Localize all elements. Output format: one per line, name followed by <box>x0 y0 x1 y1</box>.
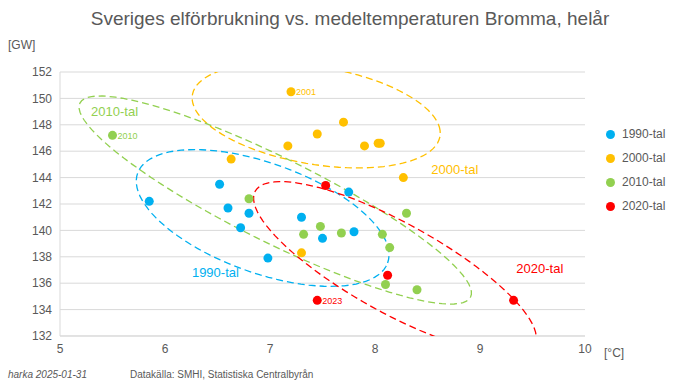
svg-text:134: 134 <box>32 303 52 317</box>
svg-text:2000-tal: 2000-tal <box>431 162 478 177</box>
html-text:2010-tal: 2010-tal <box>622 175 666 189</box>
html-text:harka 2025-01-31: harka 2025-01-31 <box>8 369 87 380</box>
svg-text:8: 8 <box>372 342 379 356</box>
html-text:1990-tal: 1990-tal <box>622 127 666 141</box>
svg-text:5: 5 <box>57 342 64 356</box>
svg-text:7: 7 <box>267 342 274 356</box>
svg-text:2010: 2010 <box>118 131 138 141</box>
svg-text:10: 10 <box>578 342 592 356</box>
svg-text:144: 144 <box>32 171 52 185</box>
svg-text:146: 146 <box>32 144 52 158</box>
svg-text:132: 132 <box>32 329 52 343</box>
svg-text:2010-tal: 2010-tal <box>91 104 138 119</box>
html-text:Sveriges elförbrukning vs. med: Sveriges elförbrukning vs. medeltemperat… <box>90 8 610 29</box>
svg-text:142: 142 <box>32 197 52 211</box>
svg-text:136: 136 <box>32 276 52 290</box>
html-text:Datakälla: SMHI, Statistiska C: Datakälla: SMHI, Statistiska Centralbyrå… <box>130 369 314 380</box>
svg-text:2001: 2001 <box>296 87 316 97</box>
svg-text:140: 140 <box>32 224 52 238</box>
svg-text:138: 138 <box>32 250 52 264</box>
html-text:2000-tal: 2000-tal <box>622 151 666 165</box>
svg-text:148: 148 <box>32 118 52 132</box>
svg-text:2020-tal: 2020-tal <box>516 261 563 276</box>
svg-text:6: 6 <box>162 342 169 356</box>
svg-text:152: 152 <box>32 65 52 79</box>
html-text:[°C]: [°C] <box>604 346 625 360</box>
svg-text:2023: 2023 <box>322 296 342 306</box>
svg-text:150: 150 <box>32 92 52 106</box>
svg-text:1990-tal: 1990-tal <box>192 265 239 280</box>
html-text:[GW]: [GW] <box>8 38 36 52</box>
svg-text:9: 9 <box>477 342 484 356</box>
html-text:2020-tal: 2020-tal <box>622 199 666 213</box>
